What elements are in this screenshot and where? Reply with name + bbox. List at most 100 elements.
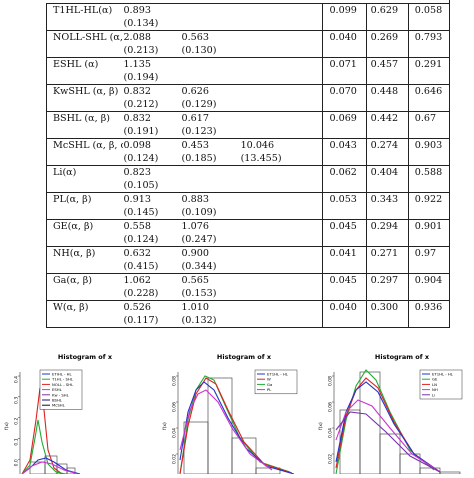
legend-entry: Li xyxy=(432,392,435,397)
std-error xyxy=(241,17,324,30)
density-curve xyxy=(335,399,441,473)
stat-value: 0.904 xyxy=(407,274,449,287)
stat-value: 0.062 xyxy=(329,167,357,178)
stat-value: 0.442 xyxy=(365,112,408,125)
blank xyxy=(407,260,449,273)
std-error: (0.145) xyxy=(123,207,159,218)
density-curve xyxy=(21,461,79,475)
std-error: (0.247) xyxy=(181,234,217,245)
blank xyxy=(47,206,123,219)
stat-value: 0.404 xyxy=(365,166,408,179)
param-estimate: 0.832 xyxy=(123,113,151,124)
table-row: BSHL (α, β) 0.832 0.617 0.069 0.442 0.67 (0.19… xyxy=(46,112,450,139)
param-estimate: 1.062 xyxy=(123,275,151,286)
blank xyxy=(323,233,365,246)
blank xyxy=(323,125,365,138)
stat-value: 0.297 xyxy=(365,274,408,287)
legend-entry: NH xyxy=(432,387,438,392)
blank xyxy=(47,17,123,30)
stat-value: 0.300 xyxy=(365,301,408,314)
param-estimate xyxy=(182,166,241,179)
stat-value: 0.629 xyxy=(365,4,408,17)
table-row: Ga(α, β) 1.062 0.565 0.045 0.297 0.904 (0.228)… xyxy=(46,274,450,301)
std-error: (0.134) xyxy=(123,18,159,29)
stat-value: 0.070 xyxy=(329,86,357,97)
model-name: ESHL (α) xyxy=(53,59,99,70)
std-error xyxy=(241,179,324,192)
param-estimate: 0.565 xyxy=(181,275,209,286)
table-row: GE(α, β) 0.558 1.076 0.045 0.294 0.901 (0.124)… xyxy=(46,220,450,247)
param-estimate: 0.900 xyxy=(181,248,209,259)
stat-value: 0.646 xyxy=(407,85,449,98)
stat-value: 0.903 xyxy=(407,139,449,152)
model-name: W(α, β) xyxy=(53,302,89,313)
blank xyxy=(323,206,365,219)
std-error xyxy=(241,260,324,273)
std-error xyxy=(241,44,324,57)
stat-value: 0.043 xyxy=(329,140,357,151)
param-estimate: 0.823 xyxy=(123,167,151,178)
stat-value: 0.045 xyxy=(329,275,357,286)
blank xyxy=(365,287,408,300)
std-error xyxy=(182,71,241,84)
model-name: T1HL-HL(α) xyxy=(53,5,113,16)
model-name: Li(α) xyxy=(53,167,77,178)
table-row: Li(α) 0.823 0.062 0.404 0.588 (0.105) xyxy=(46,166,450,193)
std-error: (0.124) xyxy=(123,153,159,164)
blank xyxy=(47,287,123,300)
param-estimate xyxy=(241,58,324,71)
std-error: (0.153) xyxy=(181,288,217,299)
y-tick-label: 0.02 xyxy=(172,454,178,464)
blank xyxy=(407,206,449,219)
legend-box xyxy=(254,369,298,395)
histogram-panel-2: Histogram of x f(x) 0.08 0.06 0.04 0.02 ET1HL … xyxy=(162,353,298,475)
std-error xyxy=(241,233,324,246)
model-name: McSHL (α, β, c) xyxy=(53,140,124,151)
histogram-panel-1: Histogram of x f(x) 0.4 0.3 0.2 0.1 0.0 ETIHL -… xyxy=(4,353,113,475)
table-row: W(α, β) 0.526 1.010 0.040 0.300 0.936 (0.117) (… xyxy=(46,301,450,328)
blank xyxy=(365,260,408,273)
blank xyxy=(47,260,123,273)
legend-entry: ESHL xyxy=(52,387,63,392)
param-estimate xyxy=(182,4,241,17)
legend-entry: Ga xyxy=(267,382,272,387)
results-table: T1HL-HL(α) 0.893 0.099 0.629 0.058 (0.134) NOL… xyxy=(46,0,450,328)
blank xyxy=(365,98,408,111)
blank xyxy=(323,314,365,327)
std-error: (0.212) xyxy=(123,99,159,110)
stat-value: 0.588 xyxy=(407,166,449,179)
param-estimate xyxy=(241,31,324,44)
stat-value: 0.069 xyxy=(329,113,357,124)
stat-value: 0.67 xyxy=(407,112,449,125)
param-estimate: 1.135 xyxy=(123,59,151,70)
std-error xyxy=(241,287,324,300)
blank xyxy=(47,179,123,192)
param-estimate: 1.076 xyxy=(181,221,209,232)
model-name: Ga(α, β) xyxy=(53,275,92,286)
blank xyxy=(407,71,449,84)
blank xyxy=(47,233,123,246)
figure-row: Histogram of x f(x) 0.4 0.3 0.2 0.1 0.0 ETIHL -… xyxy=(0,350,474,475)
stat-value: 0.099 xyxy=(329,5,357,16)
std-error: (0.344) xyxy=(181,261,217,272)
histogram-bar xyxy=(379,433,401,475)
density-curve xyxy=(335,411,441,473)
std-error xyxy=(241,71,324,84)
param-estimate: 0.913 xyxy=(123,194,151,205)
stat-value: 0.343 xyxy=(365,193,408,206)
density-curve xyxy=(179,377,293,475)
std-error: (0.123) xyxy=(181,126,217,137)
model-name: NH(α, β) xyxy=(53,248,96,259)
blank xyxy=(323,287,365,300)
legend-entry: Kw - SHL xyxy=(52,392,70,397)
blank xyxy=(407,17,449,30)
std-error: (0.228) xyxy=(123,288,159,299)
stat-value: 0.271 xyxy=(365,247,408,260)
param-estimate: 0.893 xyxy=(123,5,151,16)
y-axis-label: f(x) xyxy=(318,422,324,430)
table-row: ESHL (α) 1.135 0.071 0.457 0.291 (0.194) xyxy=(46,58,450,85)
std-error xyxy=(182,17,241,30)
density-curve xyxy=(335,381,441,473)
std-error: (0.185) xyxy=(181,153,217,164)
table-row: T1HL-HL(α) 0.893 0.099 0.629 0.058 (0.134) xyxy=(46,4,450,31)
